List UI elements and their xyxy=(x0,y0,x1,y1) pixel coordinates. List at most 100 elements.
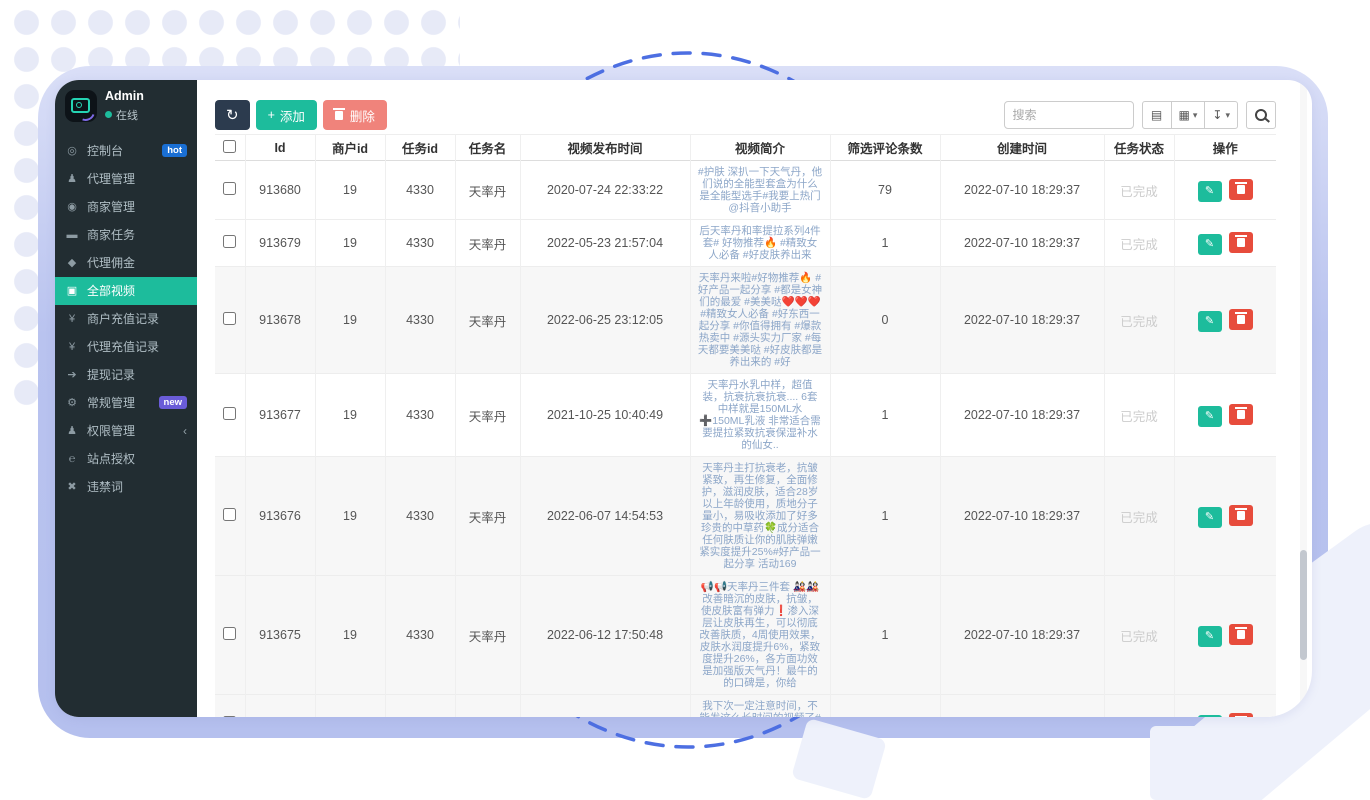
edit-button[interactable]: ✎ xyxy=(1197,405,1222,427)
sidebar-item[interactable]: ⚙ 常规管理 new xyxy=(55,389,197,417)
camera-icon xyxy=(71,97,90,113)
delete-row-button[interactable] xyxy=(1228,178,1253,200)
delete-row-button[interactable] xyxy=(1228,308,1253,330)
sidebar-item[interactable]: ▣ 全部视频 xyxy=(55,276,197,305)
sidebar-item-icon: ¥ xyxy=(68,312,76,325)
cell-publish-time: 2022-06-07 14:54:53 xyxy=(519,456,690,576)
cell-task-id: 4330 xyxy=(384,373,455,457)
sidebar-item-icon: ℮ xyxy=(68,452,76,465)
sidebar-menu: ◎ 控制台 hot ♟ 代理管理 ◉ 商家管理 xyxy=(55,137,197,501)
edit-button[interactable]: ✎ xyxy=(1197,233,1222,255)
sidebar-item[interactable]: ◉ 商家管理 xyxy=(55,193,197,221)
cell-description: #护肤 深扒一下天气丹，他们说的全能型套盒为什么是全能型选手#我要上热门 @抖音… xyxy=(689,160,830,220)
main-content: ↻ + 添加 删除 ▤ xyxy=(197,80,1312,717)
cell-created-at: 2022-07-10 18:29:37 xyxy=(939,575,1104,695)
sidebar-item-icon: ✖ xyxy=(67,481,77,494)
cell-task-name: 天率丹 xyxy=(454,219,520,267)
delete-row-button[interactable] xyxy=(1228,403,1253,425)
cell-task-name: 天率丹 xyxy=(454,575,520,695)
caret-down-icon: ▾ xyxy=(1192,109,1198,120)
row-checkbox[interactable] xyxy=(223,182,237,195)
add-button[interactable]: + 添加 xyxy=(255,100,317,130)
sidebar-item-label: 全部视频 xyxy=(87,284,136,299)
cell-publish-time: 2020-07-24 22:33:22 xyxy=(519,160,690,220)
delete-button[interactable]: 删除 xyxy=(322,100,387,130)
sidebar-item-label: 站点授权 xyxy=(87,452,136,467)
table-row: 913680 19 4330 天率丹 2020-07-24 22:33:22 #… xyxy=(215,160,1276,220)
videos-table: Id 商户id 任务id 任务名 视频发布时间 视频简介 筛选评论条数 创建时间 任务状态 操作 … xyxy=(215,134,1276,717)
cell-comment-count: 1 xyxy=(829,219,940,267)
sidebar-item[interactable]: ¥ 商户充值记录 xyxy=(55,305,197,333)
cell-status: 已完成 xyxy=(1103,219,1174,267)
table-row: 913674 19 4330 天率丹 2022-01-03 22:43:59 我… xyxy=(215,694,1276,717)
export-button[interactable]: ↧ ▾ xyxy=(1205,101,1238,129)
sidebar: Admin 在线 ◎ 控制台 hot xyxy=(55,80,197,717)
column-header: 操作 xyxy=(1173,134,1276,161)
delete-row-button[interactable] xyxy=(1228,231,1253,253)
table-row: 913678 19 4330 天率丹 2022-06-25 23:12:05 天… xyxy=(215,266,1276,374)
table-row: 913675 19 4330 天率丹 2022-06-12 17:50:48 📢… xyxy=(215,575,1276,695)
row-checkbox[interactable] xyxy=(223,312,237,325)
cell-merchant-id: 19 xyxy=(314,160,385,220)
table-row: 913679 19 4330 天率丹 2022-05-23 21:57:04 后… xyxy=(215,219,1276,267)
cell-task-id: 4330 xyxy=(384,575,455,695)
add-button-label: 添加 xyxy=(279,109,305,124)
cell-merchant-id: 19 xyxy=(314,373,385,457)
sidebar-item[interactable]: ➔ 提现记录 xyxy=(55,361,197,389)
row-checkbox[interactable] xyxy=(223,407,237,420)
sidebar-item[interactable]: ◎ 控制台 hot xyxy=(55,137,197,165)
trash-icon xyxy=(1234,234,1247,247)
row-checkbox[interactable] xyxy=(223,716,237,717)
cell-id: 913676 xyxy=(244,456,315,576)
card-view-button[interactable]: ▤ xyxy=(1141,101,1172,129)
row-checkbox[interactable] xyxy=(223,508,237,521)
delete-row-button[interactable] xyxy=(1228,712,1253,717)
cell-merchant-id: 19 xyxy=(314,266,385,374)
cell-merchant-id: 19 xyxy=(314,694,385,717)
delete-row-button[interactable] xyxy=(1228,504,1253,526)
cell-id: 913674 xyxy=(244,694,315,717)
table-row: 913676 19 4330 天率丹 2022-06-07 14:54:53 天… xyxy=(215,456,1276,576)
edit-button[interactable]: ✎ xyxy=(1197,714,1222,717)
refresh-button[interactable]: ↻ xyxy=(215,100,250,130)
sidebar-item[interactable]: ◆ 代理佣金 xyxy=(55,249,197,277)
sidebar-item[interactable]: ♟ 权限管理 ‹ xyxy=(55,417,197,445)
cell-actions: ✎ xyxy=(1173,456,1276,576)
cell-created-at: 2022-07-10 18:29:37 xyxy=(939,373,1104,457)
edit-button[interactable]: ✎ xyxy=(1197,310,1222,332)
status-badge: hot xyxy=(162,143,187,158)
cell-status: 已完成 xyxy=(1103,373,1174,457)
sidebar-item[interactable]: ▬ 商家任务 xyxy=(55,221,197,249)
edit-button[interactable]: ✎ xyxy=(1197,506,1222,528)
cell-task-name: 天率丹 xyxy=(454,456,520,576)
cell-task-id: 4330 xyxy=(384,219,455,267)
user-name: Admin xyxy=(105,89,144,103)
cell-description: 天率丹水乳中样，超值装，抗衰抗衰抗衰.... 6套中样就是150ML水➕150M… xyxy=(689,373,830,457)
edit-button[interactable]: ✎ xyxy=(1197,180,1222,202)
admin-panel-card: Admin 在线 ◎ 控制台 hot xyxy=(55,80,1312,717)
sidebar-item-icon: ◎ xyxy=(67,145,77,158)
cell-actions: ✎ xyxy=(1173,266,1276,374)
delete-row-button[interactable] xyxy=(1228,623,1253,645)
select-all-checkbox[interactable] xyxy=(223,139,237,153)
edit-button[interactable]: ✎ xyxy=(1197,625,1222,647)
refresh-icon: ↻ xyxy=(226,107,239,124)
sidebar-item[interactable]: ✖ 违禁词 xyxy=(55,473,197,501)
cell-publish-time: 2022-05-23 21:57:04 xyxy=(519,219,690,267)
cell-comment-count: 79 xyxy=(829,160,940,220)
sidebar-item[interactable]: ¥ 代理充值记录 xyxy=(55,333,197,361)
pencil-icon: ✎ xyxy=(1204,237,1215,250)
scrollbar-thumb[interactable] xyxy=(1300,550,1307,660)
trash-icon xyxy=(1234,311,1247,324)
sidebar-item[interactable]: ℮ 站点授权 xyxy=(55,445,197,473)
sidebar-item-label: 常规管理 xyxy=(87,396,136,411)
search-input[interactable] xyxy=(1003,101,1134,129)
row-checkbox[interactable] xyxy=(223,627,237,640)
app-logo xyxy=(65,89,99,124)
columns-button[interactable]: ▦ ▾ xyxy=(1171,101,1206,129)
sidebar-item[interactable]: ♟ 代理管理 xyxy=(55,165,197,193)
scrollbar[interactable] xyxy=(1300,80,1307,717)
search-button[interactable] xyxy=(1246,101,1276,129)
row-checkbox[interactable] xyxy=(223,235,237,248)
table-header-row: Id 商户id 任务id 任务名 视频发布时间 视频简介 筛选评论条数 创建时间 任务状态 操作 xyxy=(215,134,1276,161)
